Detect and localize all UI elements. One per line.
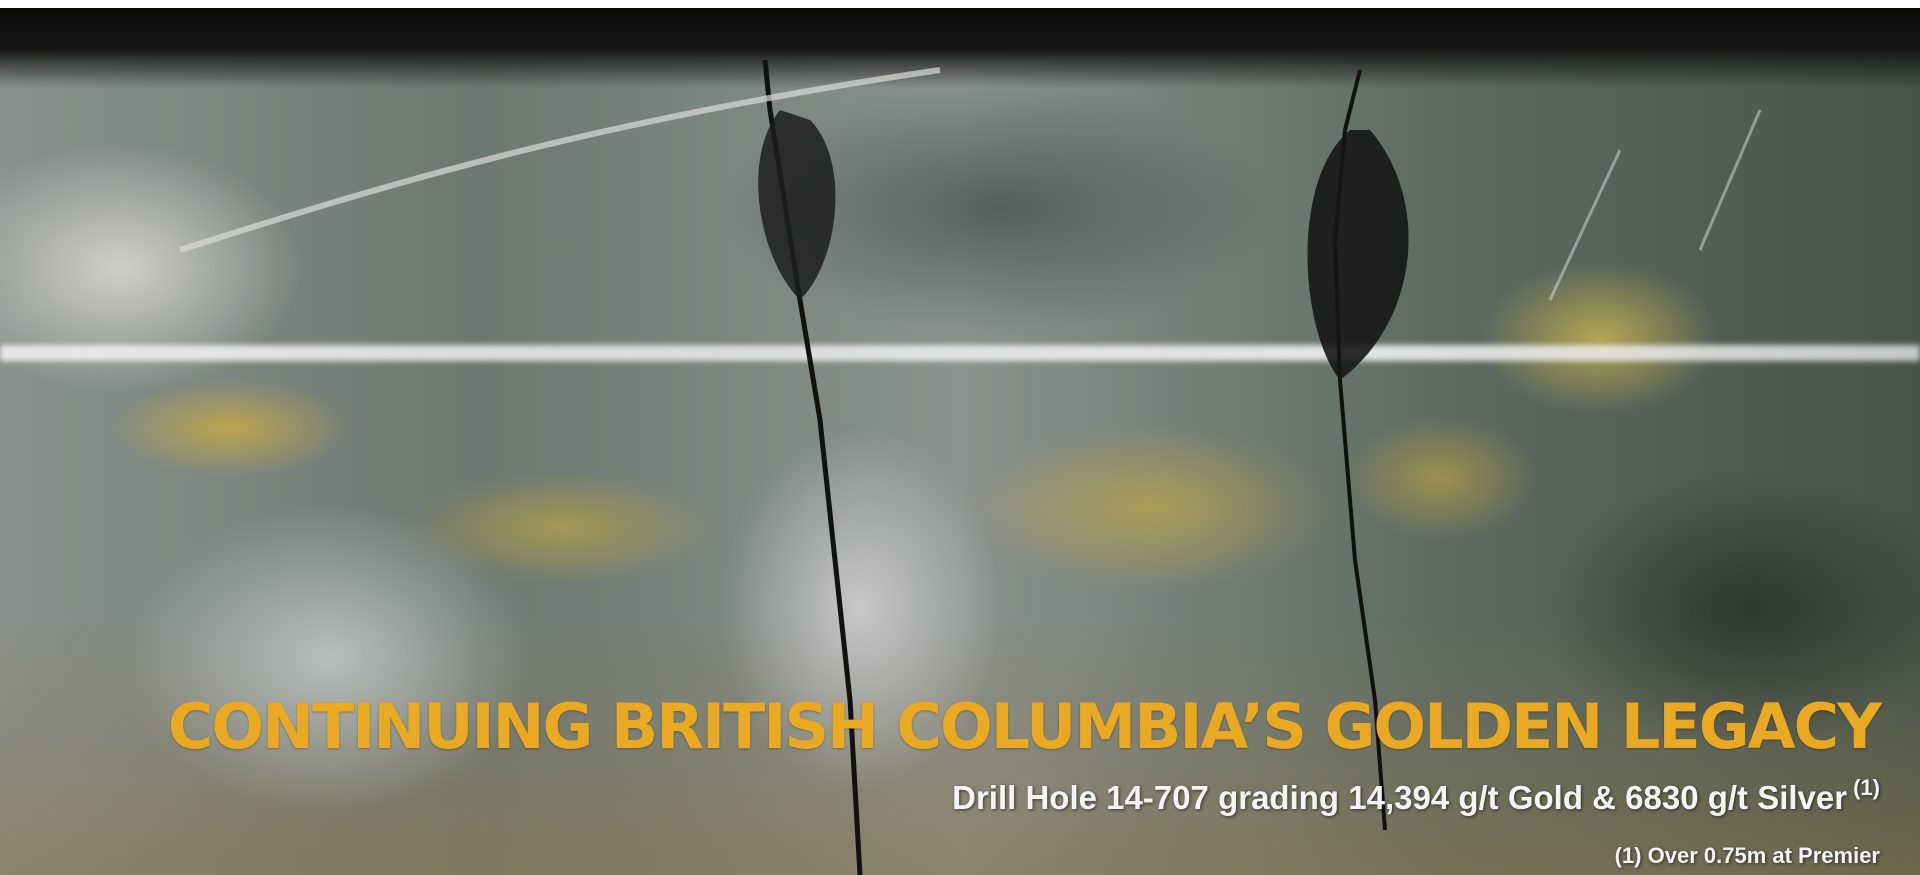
subtitle-text: Drill Hole 14-707 grading 14,394 g/t Gol… — [952, 779, 1848, 816]
drill-core-photo — [0, 8, 1920, 875]
banner-title: CONTINUING BRITISH COLUMBIA’S GOLDEN LEG… — [167, 690, 1882, 763]
footnote: (1) Over 0.75m at Premier — [1614, 843, 1880, 868]
banner-subtitle: Drill Hole 14-707 grading 14,394 g/t Gol… — [952, 775, 1880, 817]
quartz-vein — [0, 345, 1920, 361]
subtitle-note: (1) — [1853, 775, 1880, 800]
